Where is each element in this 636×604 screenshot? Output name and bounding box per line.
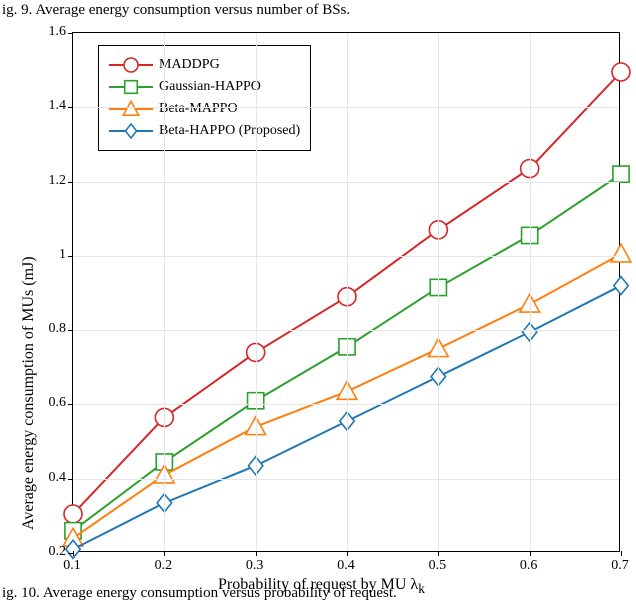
series-marker — [611, 244, 631, 262]
tick-y — [68, 479, 73, 480]
y-axis-title: Average energy consumption of MUs (mJ) — [20, 256, 38, 530]
legend-label: Gaussian-HAPPO — [159, 79, 261, 95]
legend-swatch — [109, 77, 153, 97]
legend-swatch — [109, 55, 153, 75]
x-tick-label: 0.4 — [337, 558, 355, 574]
grid-v — [164, 33, 165, 551]
tick-y — [68, 107, 73, 108]
x-tick-label: 0.3 — [246, 558, 264, 574]
y-tick-label: 0.6 — [44, 395, 66, 411]
legend-label: MADDPG — [159, 57, 220, 73]
tick-x — [256, 551, 257, 556]
grid-h — [73, 182, 619, 183]
legend-row: MADDPG — [109, 54, 300, 76]
y-tick-label: 1.4 — [44, 98, 66, 114]
x-tick-label: 0.1 — [63, 558, 81, 574]
tick-y — [68, 330, 73, 331]
grid-v — [530, 33, 531, 551]
grid-v — [347, 33, 348, 551]
x-tick-label: 0.6 — [520, 558, 538, 574]
series-marker — [612, 63, 630, 81]
grid-h — [73, 256, 619, 257]
tick-x — [530, 551, 531, 556]
legend-row: Beta-MAPPO — [109, 98, 300, 120]
legend-row: Gaussian-HAPPO — [109, 76, 300, 98]
tick-x — [73, 551, 74, 556]
x-tick-label: 0.7 — [611, 558, 629, 574]
grid-h — [73, 404, 619, 405]
y-tick-label: 1.6 — [44, 24, 66, 40]
x-tick-label: 0.5 — [429, 558, 447, 574]
legend-row: Beta-HAPPO (Proposed) — [109, 120, 300, 142]
legend-label: Beta-HAPPO (Proposed) — [159, 123, 300, 139]
grid-h — [73, 107, 619, 108]
tick-x — [438, 551, 439, 556]
legend: MADDPG Gaussian-HAPPO Beta-MAPPO Beta-HAPPO… — [98, 45, 311, 151]
fig10-caption: ig. 10. Average energy consumption versu… — [2, 585, 397, 602]
y-tick-label: 0.2 — [44, 544, 66, 560]
tick-x — [621, 551, 622, 556]
tick-y — [68, 33, 73, 34]
grid-v — [256, 33, 257, 551]
tick-y — [68, 404, 73, 405]
grid-h — [73, 330, 619, 331]
series-marker — [613, 166, 629, 182]
grid-v — [438, 33, 439, 551]
y-tick-label: 1.2 — [44, 173, 66, 189]
x-tick-label: 0.2 — [155, 558, 173, 574]
chart-area: MADDPG Gaussian-HAPPO Beta-MAPPO Beta-HAPPO… — [72, 32, 620, 552]
legend-label: Beta-MAPPO — [159, 101, 238, 117]
tick-y — [68, 182, 73, 183]
y-tick-label: 0.8 — [44, 321, 66, 337]
tick-x — [164, 551, 165, 556]
grid-h — [73, 479, 619, 480]
legend-swatch — [109, 99, 153, 119]
tick-y — [68, 256, 73, 257]
series-marker — [614, 277, 628, 295]
y-tick-label: 1 — [44, 247, 66, 263]
legend-swatch — [109, 121, 153, 141]
y-tick-label: 0.4 — [44, 470, 66, 486]
series-marker — [64, 505, 82, 523]
tick-x — [347, 551, 348, 556]
fig9-caption: ig. 9. Average energy consumption versus… — [2, 2, 350, 19]
tick-y — [68, 553, 73, 554]
